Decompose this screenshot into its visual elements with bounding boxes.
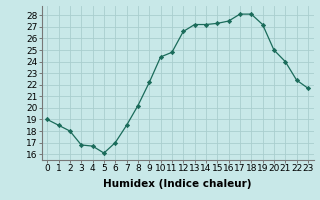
X-axis label: Humidex (Indice chaleur): Humidex (Indice chaleur) — [103, 179, 252, 189]
